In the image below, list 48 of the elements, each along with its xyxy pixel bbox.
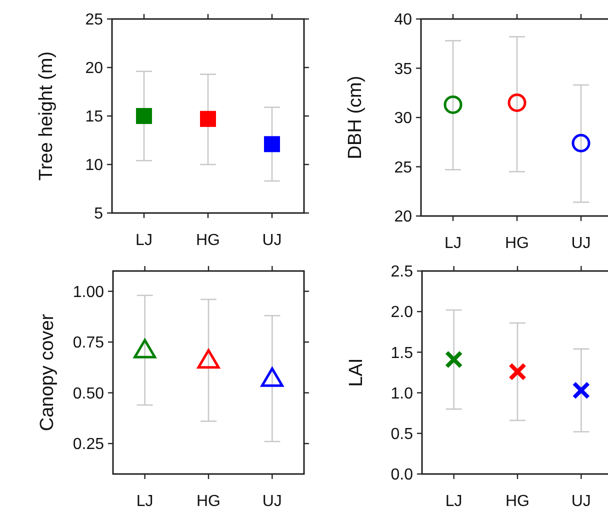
x-tick-label: HG (196, 493, 220, 510)
y-tick-label: 2.5 (390, 264, 414, 281)
y-tick-label: 0.25 (72, 436, 104, 454)
x-tick-label: LJ (444, 235, 462, 252)
y-tick-label: 1.5 (390, 344, 414, 362)
y-tick-label: 10 (85, 157, 104, 174)
y-tick-label: 15 (85, 108, 104, 126)
y-axis-title: LAI (346, 358, 367, 387)
point (260, 367, 284, 387)
y-tick-label: 5 (94, 206, 104, 223)
x-tick-label: LJ (136, 232, 152, 249)
y-tick-label: 20 (394, 208, 412, 226)
y-tick-label: 0.0 (390, 466, 414, 484)
point (136, 108, 152, 124)
point (508, 362, 526, 381)
y-tick-label: 0.5 (390, 426, 414, 443)
point (444, 95, 462, 114)
x-tick-label: UJ (262, 493, 282, 510)
y-tick-label: 40 (394, 12, 412, 29)
y-tick-label: 30 (394, 110, 412, 128)
x-tick-label: UJ (571, 235, 591, 252)
y-tick-label: 20 (85, 60, 104, 78)
point (508, 93, 526, 112)
point (134, 338, 156, 358)
x-tick-label: UJ (571, 493, 591, 510)
x-tick-label: LJ (136, 493, 154, 510)
y-tick-label: 0.50 (72, 385, 104, 402)
x-tick-label: HG (506, 493, 530, 510)
x-tick-label: UJ (262, 232, 282, 249)
x-tick-label: HG (505, 235, 529, 252)
y-axis-title: Canopy cover (37, 313, 58, 432)
point (572, 134, 590, 152)
y-tick-label: 25 (394, 159, 412, 176)
x-tick-label: HG (196, 232, 220, 249)
y-tick-label: 1.00 (72, 284, 104, 301)
point (444, 350, 463, 369)
x-tick-label: LJ (445, 493, 462, 510)
y-tick-label: 35 (394, 60, 412, 78)
y-tick-label: 25 (85, 12, 104, 29)
y-axis-title: Tree height (m) (36, 51, 57, 181)
y-tick-label: 0.75 (72, 334, 104, 352)
point (200, 110, 216, 127)
point (264, 136, 280, 152)
y-tick-label: 1.0 (390, 385, 414, 402)
point (197, 349, 220, 369)
point (572, 381, 590, 400)
y-tick-label: 2.0 (390, 304, 414, 322)
y-axis-title: DBH (cm) (345, 76, 366, 160)
